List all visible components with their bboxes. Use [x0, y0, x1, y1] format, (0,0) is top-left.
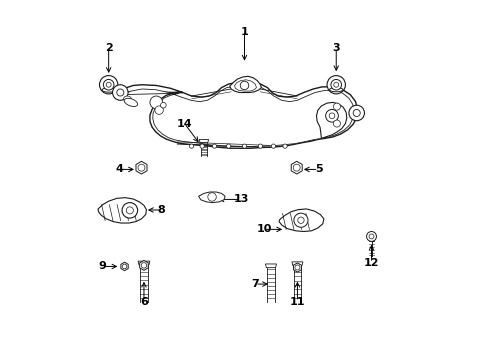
Circle shape [348, 105, 364, 121]
Circle shape [258, 144, 262, 148]
Text: 12: 12 [363, 258, 379, 268]
Polygon shape [117, 83, 357, 148]
Polygon shape [198, 192, 224, 203]
Circle shape [294, 265, 299, 270]
Text: 7: 7 [251, 279, 259, 289]
Circle shape [326, 76, 345, 94]
Circle shape [103, 80, 114, 90]
Polygon shape [136, 161, 147, 174]
Text: 11: 11 [289, 297, 305, 307]
Circle shape [122, 203, 137, 218]
Circle shape [122, 264, 126, 269]
Circle shape [160, 102, 166, 108]
Circle shape [141, 263, 146, 268]
Circle shape [99, 76, 118, 94]
Polygon shape [138, 261, 150, 265]
Circle shape [325, 109, 338, 122]
Circle shape [366, 231, 376, 242]
Text: 1: 1 [240, 27, 248, 37]
Circle shape [126, 207, 133, 214]
Circle shape [189, 144, 193, 148]
Circle shape [328, 113, 334, 118]
Polygon shape [279, 209, 323, 231]
Polygon shape [291, 262, 302, 266]
Circle shape [138, 164, 144, 171]
Circle shape [200, 144, 204, 148]
Text: 4: 4 [115, 165, 123, 174]
Text: 10: 10 [256, 224, 271, 234]
Circle shape [155, 106, 163, 114]
Ellipse shape [123, 96, 131, 102]
Ellipse shape [102, 88, 115, 92]
Circle shape [293, 164, 300, 171]
Polygon shape [316, 102, 346, 138]
Circle shape [333, 120, 340, 127]
Polygon shape [291, 161, 302, 174]
Circle shape [207, 193, 216, 201]
Circle shape [242, 144, 246, 148]
Polygon shape [140, 260, 148, 270]
Circle shape [333, 103, 340, 110]
Text: 2: 2 [104, 43, 112, 53]
Polygon shape [199, 139, 208, 143]
Polygon shape [265, 264, 276, 267]
Circle shape [368, 234, 373, 239]
Text: 8: 8 [158, 205, 165, 215]
Circle shape [240, 81, 248, 90]
Text: 6: 6 [140, 297, 147, 307]
Circle shape [283, 144, 286, 148]
Circle shape [271, 144, 275, 148]
Polygon shape [122, 86, 353, 147]
Text: 3: 3 [332, 43, 339, 53]
Circle shape [330, 80, 341, 90]
Circle shape [293, 213, 307, 227]
Polygon shape [229, 76, 261, 93]
Circle shape [112, 85, 128, 100]
Circle shape [297, 217, 304, 224]
Text: 14: 14 [176, 118, 192, 129]
Circle shape [226, 144, 230, 148]
Polygon shape [121, 262, 128, 271]
Circle shape [150, 96, 163, 109]
Ellipse shape [329, 87, 342, 92]
Text: 9: 9 [99, 261, 106, 271]
Circle shape [333, 82, 338, 87]
Text: 13: 13 [233, 194, 248, 204]
Polygon shape [234, 80, 256, 91]
Circle shape [117, 89, 123, 96]
Text: 5: 5 [314, 165, 322, 174]
Ellipse shape [124, 98, 137, 107]
Circle shape [106, 82, 111, 87]
Circle shape [212, 144, 216, 148]
Circle shape [352, 109, 360, 117]
Polygon shape [98, 198, 146, 223]
Polygon shape [293, 263, 301, 272]
